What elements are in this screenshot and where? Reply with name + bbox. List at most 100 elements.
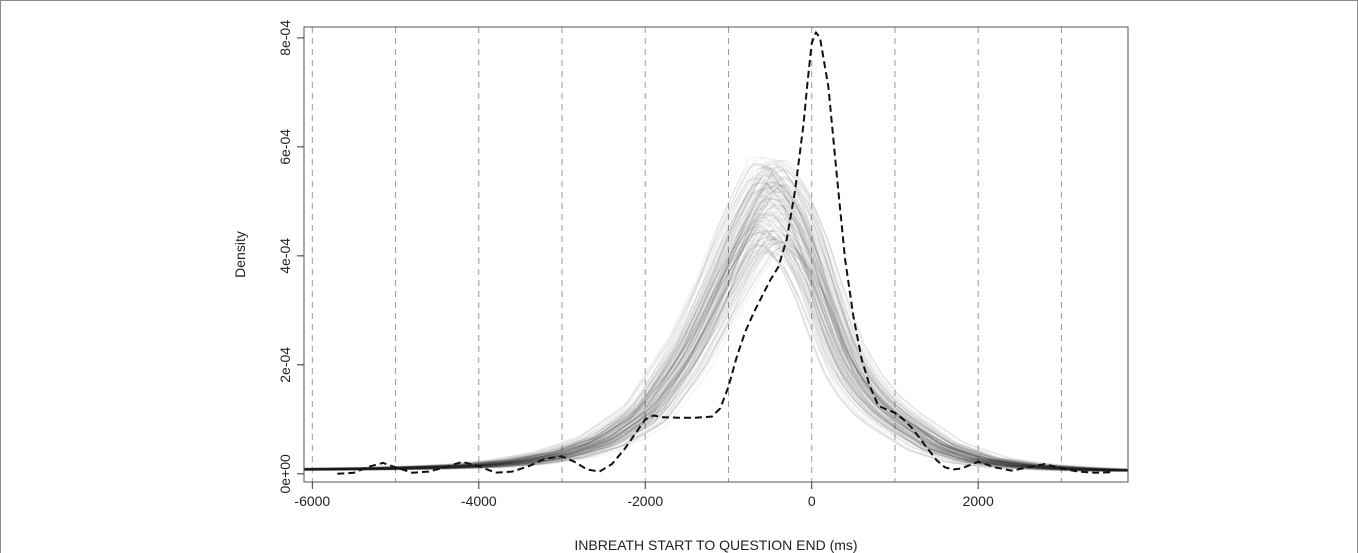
simulated-density-curve	[304, 217, 1128, 472]
simulated-density-curve	[304, 213, 1129, 471]
simulated-density-curve	[304, 243, 1128, 472]
x-tick-label: -2000	[627, 493, 663, 509]
simulated-density-curve	[304, 198, 1129, 472]
simulated-density-curve	[304, 188, 1128, 471]
simulated-density-curve	[304, 167, 1129, 471]
simulated-density-curve	[303, 233, 1129, 471]
simulated-density-curve	[303, 219, 1129, 472]
simulated-density-curve	[304, 155, 1128, 471]
simulated-density-curve	[303, 226, 1128, 472]
simulated-density-curve	[303, 163, 1129, 470]
simulated-density-curve	[304, 213, 1128, 472]
simulated-density-curve	[303, 163, 1129, 470]
simulated-density-curve	[304, 175, 1129, 471]
simulated-density-curve	[304, 229, 1129, 472]
simulated-density-bundle	[303, 155, 1129, 472]
simulated-density-curve	[304, 203, 1129, 471]
simulated-density-curve	[304, 163, 1129, 471]
simulated-density-curve	[303, 220, 1129, 471]
simulated-density-curve	[304, 213, 1128, 472]
simulated-density-curve	[304, 162, 1128, 471]
simulated-density-curve	[304, 186, 1128, 471]
simulated-density-curve	[304, 229, 1129, 472]
simulated-density-curve	[304, 176, 1129, 470]
simulated-density-curve	[303, 173, 1129, 471]
simulated-density-curve	[304, 173, 1128, 471]
y-tick-label: 6e-04	[277, 129, 293, 165]
simulated-density-curve	[304, 186, 1129, 471]
simulated-density-curve	[304, 181, 1129, 471]
simulated-density-curve	[303, 184, 1128, 471]
simulated-density-curve	[303, 207, 1129, 471]
simulated-density-curve	[303, 198, 1129, 471]
simulated-density-curve	[303, 169, 1129, 470]
simulated-density-curve	[304, 168, 1128, 471]
simulated-density-curve	[304, 170, 1129, 470]
simulated-density-curve	[303, 214, 1129, 471]
y-tick-label: 2e-04	[277, 347, 293, 383]
simulated-density-curve	[303, 186, 1129, 471]
simulated-density-curve	[304, 178, 1129, 471]
simulated-density-curve	[304, 184, 1128, 471]
simulated-density-curve	[304, 243, 1128, 472]
simulated-density-curve	[304, 236, 1128, 472]
simulated-density-curve	[304, 166, 1128, 471]
simulated-density-curve	[303, 231, 1128, 472]
simulated-density-curve	[304, 163, 1128, 471]
simulated-density-curve	[304, 242, 1129, 471]
simulated-density-curve	[304, 159, 1128, 471]
simulated-density-curve	[303, 240, 1129, 472]
simulated-density-curve	[304, 188, 1129, 471]
x-tick-label: 0	[808, 493, 816, 509]
simulated-density-curve	[304, 183, 1129, 471]
simulated-density-curve	[304, 205, 1128, 472]
simulated-density-curve	[303, 162, 1128, 471]
simulated-density-curve	[303, 235, 1129, 472]
simulated-density-curve	[303, 199, 1129, 471]
x-tick-label: -6000	[294, 493, 330, 509]
simulated-density-curve	[304, 179, 1129, 471]
simulated-density-curve	[303, 168, 1129, 470]
simulated-density-curve	[304, 166, 1129, 471]
simulated-density-curve	[304, 211, 1128, 472]
simulated-density-curve	[304, 183, 1129, 471]
simulated-density-curve	[304, 159, 1128, 471]
simulated-density-curve	[303, 216, 1129, 471]
simulated-density-curve	[303, 167, 1129, 470]
simulated-density-curve	[304, 251, 1128, 472]
simulated-density-curve	[303, 162, 1128, 471]
x-axis-title: INBREATH START TO QUESTION END (ms)	[574, 537, 857, 553]
simulated-density-curve	[304, 204, 1129, 471]
simulated-density-curve	[304, 216, 1128, 472]
simulated-density-curve	[304, 251, 1128, 472]
simulated-density-curve	[304, 184, 1128, 471]
observed-density-series	[337, 31, 1112, 475]
simulated-density-curve	[304, 195, 1129, 471]
simulated-density-curve	[303, 198, 1129, 472]
simulated-density-curve	[304, 246, 1129, 472]
simulated-density-curve	[303, 229, 1128, 472]
simulated-density-curve	[304, 181, 1129, 471]
simulated-density-curve	[304, 160, 1128, 471]
simulated-density-curve	[304, 211, 1128, 472]
simulated-density-curve	[304, 227, 1129, 472]
simulated-density-curve	[304, 252, 1129, 472]
simulated-density-curve	[303, 190, 1129, 471]
simulated-density-curve	[303, 183, 1129, 471]
simulated-density-curve	[304, 172, 1128, 471]
simulated-density-curve	[304, 182, 1128, 471]
simulated-density-curve	[303, 156, 1129, 470]
simulated-density-curve	[304, 166, 1128, 471]
simulated-density-curve	[304, 230, 1129, 472]
simulated-density-curve	[304, 235, 1128, 472]
simulated-density-curve	[304, 181, 1129, 471]
simulated-density-curve	[304, 166, 1128, 471]
observed-density-line	[337, 31, 1112, 475]
simulated-density-curve	[304, 232, 1129, 472]
y-tick-label: 8e-04	[277, 20, 293, 56]
simulated-density-curve	[304, 204, 1128, 472]
simulated-density-curve	[304, 235, 1128, 472]
vertical-gridlines	[311, 27, 1062, 482]
simulated-density-curve	[304, 177, 1129, 471]
